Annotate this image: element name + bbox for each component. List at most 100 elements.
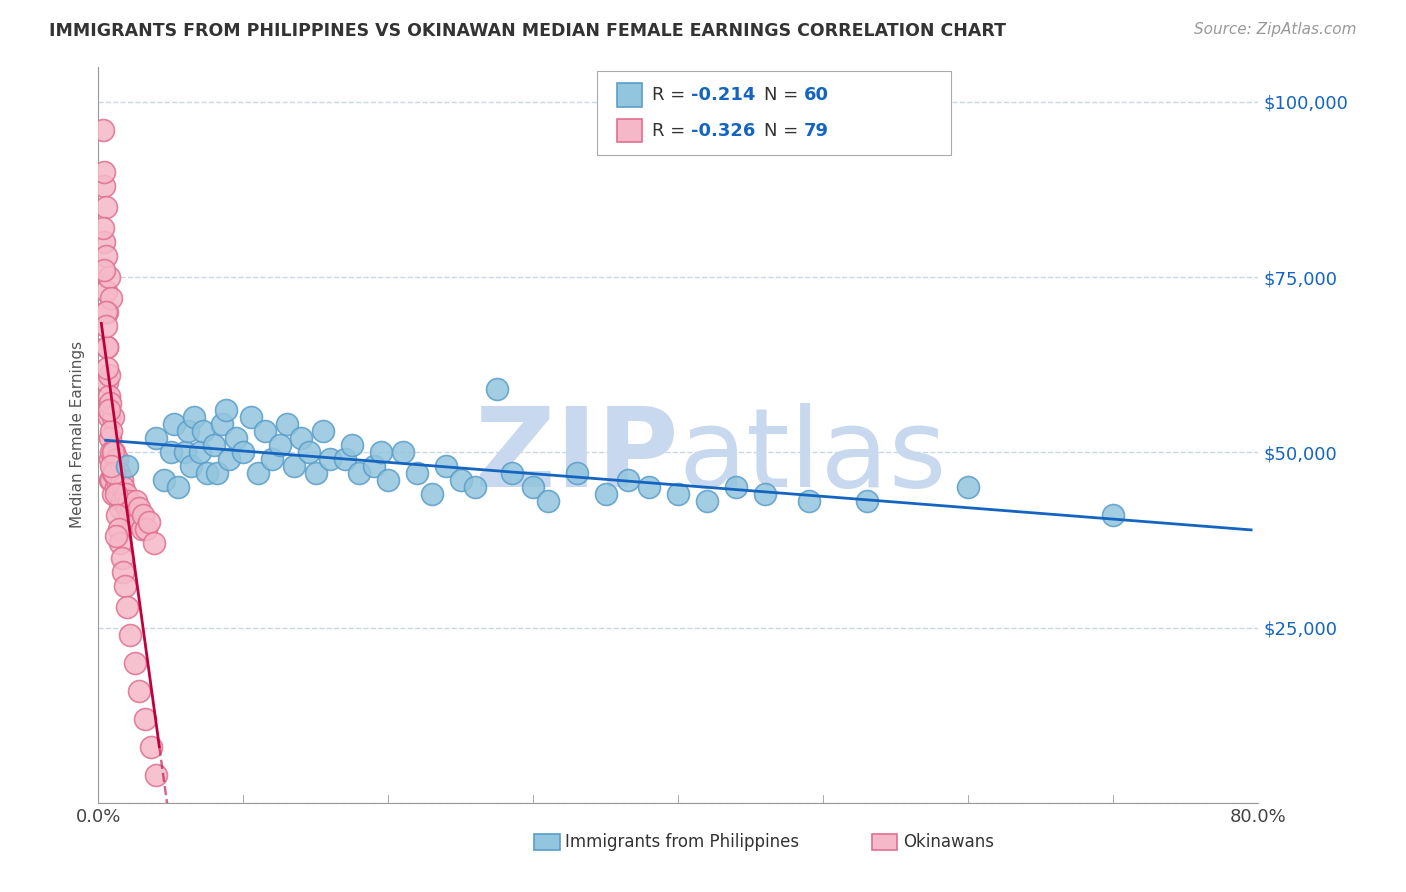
- Text: Immigrants from Philippines: Immigrants from Philippines: [565, 833, 800, 851]
- Point: [128, 683, 150, 698]
- Point: [754, 487, 776, 501]
- Point: [215, 403, 238, 417]
- Text: -0.214: -0.214: [692, 87, 755, 104]
- Point: [283, 459, 305, 474]
- Point: [97, 410, 120, 425]
- Text: N =: N =: [765, 121, 804, 140]
- Point: [98, 452, 121, 467]
- Point: [204, 438, 226, 452]
- Point: [103, 467, 125, 481]
- Point: [107, 467, 129, 481]
- Point: [225, 431, 247, 445]
- Point: [377, 474, 399, 488]
- Point: [104, 529, 127, 543]
- Point: [1102, 508, 1125, 523]
- Point: [94, 319, 117, 334]
- Point: [104, 480, 127, 494]
- Text: N =: N =: [765, 87, 804, 104]
- Point: [96, 340, 118, 354]
- Point: [101, 410, 124, 425]
- Point: [96, 361, 118, 376]
- Point: [183, 410, 205, 425]
- Point: [696, 494, 718, 508]
- Point: [262, 452, 284, 467]
- Point: [112, 480, 135, 494]
- Point: [96, 340, 118, 354]
- Bar: [617, 83, 643, 107]
- Point: [167, 480, 190, 494]
- Point: [797, 494, 820, 508]
- Point: [94, 284, 117, 298]
- Point: [145, 431, 167, 445]
- Point: [239, 410, 262, 425]
- Point: [115, 487, 138, 501]
- Point: [406, 467, 429, 481]
- Point: [131, 523, 153, 537]
- FancyBboxPatch shape: [598, 70, 950, 155]
- Point: [312, 425, 335, 439]
- Point: [93, 179, 115, 194]
- Point: [117, 599, 139, 614]
- Point: [957, 480, 980, 494]
- Point: [100, 425, 122, 439]
- Point: [117, 501, 139, 516]
- Point: [103, 445, 125, 459]
- Point: [195, 467, 218, 481]
- Point: [298, 445, 321, 459]
- Point: [97, 270, 120, 285]
- Point: [107, 487, 129, 501]
- Text: atlas: atlas: [678, 403, 946, 510]
- Text: 60: 60: [804, 87, 828, 104]
- Point: [725, 480, 748, 494]
- Point: [96, 305, 118, 319]
- Point: [120, 627, 142, 641]
- Point: [103, 467, 125, 481]
- Point: [211, 417, 233, 432]
- Point: [666, 487, 689, 501]
- Point: [125, 494, 148, 508]
- Text: 79: 79: [804, 121, 828, 140]
- Point: [127, 516, 149, 530]
- Point: [114, 494, 136, 508]
- Point: [105, 452, 128, 467]
- Point: [93, 263, 115, 277]
- Point: [132, 508, 155, 523]
- Point: [121, 501, 143, 516]
- Point: [100, 445, 122, 459]
- Point: [124, 508, 146, 523]
- Point: [94, 200, 117, 214]
- Point: [340, 438, 363, 452]
- Point: [114, 578, 136, 592]
- Point: [91, 221, 114, 235]
- Point: [232, 445, 254, 459]
- Point: [138, 516, 160, 530]
- Point: [135, 523, 157, 537]
- Point: [152, 474, 174, 488]
- Point: [134, 712, 156, 726]
- Point: [98, 474, 121, 488]
- Point: [218, 452, 240, 467]
- Point: [108, 480, 131, 494]
- Bar: [617, 119, 643, 143]
- Point: [638, 480, 661, 494]
- Point: [276, 417, 298, 432]
- Point: [254, 425, 277, 439]
- Point: [565, 467, 588, 481]
- Point: [174, 445, 197, 459]
- Point: [118, 494, 141, 508]
- Point: [188, 445, 211, 459]
- Point: [100, 291, 122, 305]
- Point: [537, 494, 560, 508]
- Point: [117, 459, 139, 474]
- Point: [207, 467, 229, 481]
- Point: [616, 474, 638, 488]
- Point: [107, 523, 129, 537]
- Point: [464, 480, 486, 494]
- Point: [108, 536, 131, 550]
- Point: [163, 417, 186, 432]
- Point: [486, 382, 509, 396]
- Point: [108, 501, 131, 516]
- Point: [436, 459, 458, 474]
- Point: [191, 425, 214, 439]
- Point: [290, 431, 312, 445]
